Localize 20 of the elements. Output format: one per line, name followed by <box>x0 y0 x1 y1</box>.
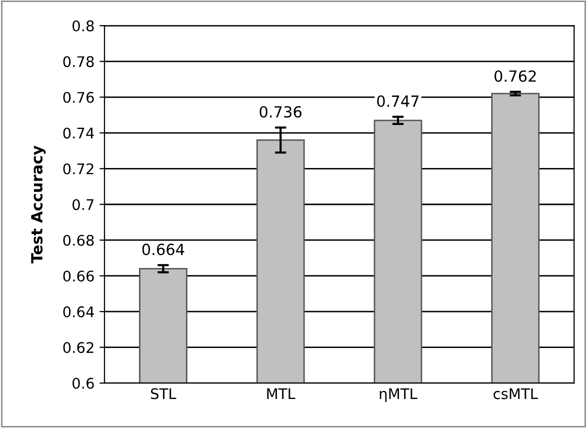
data-label: 0.736 <box>260 106 302 118</box>
y-tick-label: 0.62 <box>63 342 94 354</box>
y-tick-label: 0.66 <box>63 270 94 282</box>
x-tick-label: csMTL <box>494 388 538 400</box>
y-tick-label: 0.72 <box>63 163 94 174</box>
x-tick-label: MTL <box>267 388 296 399</box>
y-tick-label: 0.8 <box>72 20 94 32</box>
y-tick-label: 0.6 <box>72 378 94 389</box>
y-tick-label: 0.7 <box>72 199 94 210</box>
y-tick-label: 0.68 <box>63 234 94 246</box>
y-axis-title: Test Accuracy <box>31 146 46 264</box>
x-tick-label: ηMTL <box>380 388 418 402</box>
y-tick-label: 0.78 <box>63 56 94 68</box>
y-tick-label: 0.76 <box>63 92 94 103</box>
data-label: 0.747 <box>377 95 419 107</box>
y-tick-label: 0.64 <box>63 306 94 318</box>
y-tick-label: 0.74 <box>63 128 94 139</box>
data-label: 0.762 <box>494 70 536 82</box>
data-label: 0.664 <box>142 244 184 256</box>
x-tick-label: STL <box>151 388 176 400</box>
